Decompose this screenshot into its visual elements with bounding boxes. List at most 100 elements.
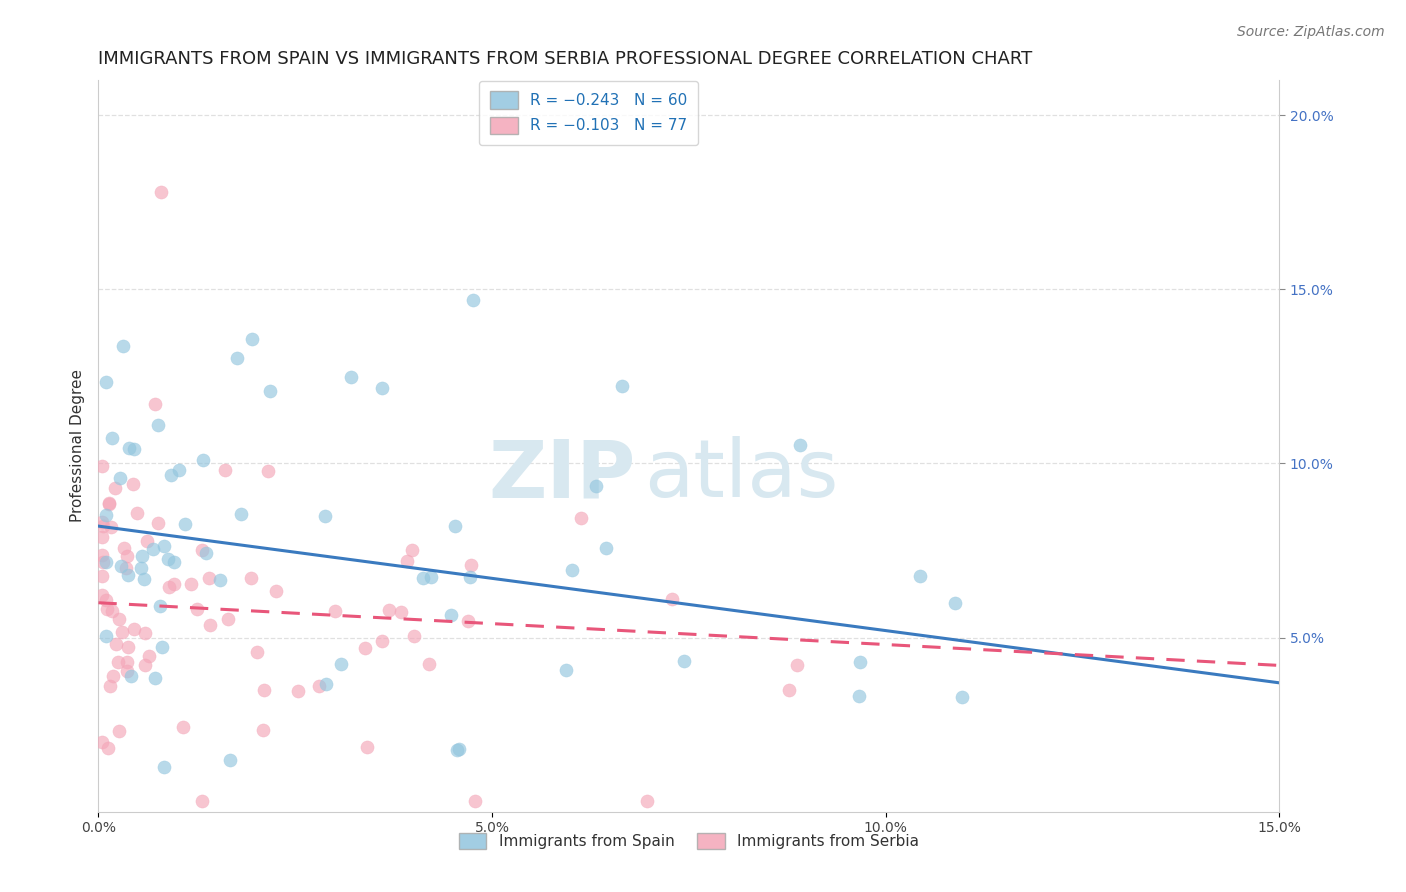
Point [412, 571, 434, 585]
Point [252, 723, 274, 737]
Point [91, 519, 114, 533]
Point [91, 555, 114, 569]
Point [186, 602, 208, 616]
Point [149, 599, 172, 614]
Point [180, 577, 202, 591]
Point [256, 464, 278, 478]
Point [101, 431, 124, 445]
Point [98, 496, 121, 510]
Legend: Immigrants from Spain, Immigrants from Serbia: Immigrants from Spain, Immigrants from S… [453, 826, 925, 855]
Point [555, 664, 578, 678]
Point [266, 584, 288, 599]
Point [218, 753, 240, 767]
Point [356, 740, 378, 755]
Text: IMMIGRANTS FROM SPAIN VS IMMIGRANTS FROM SERBIA PROFESSIONAL DEGREE CORRELATION : IMMIGRANTS FROM SPAIN VS IMMIGRANTS FROM… [98, 50, 1032, 68]
Point [160, 467, 183, 482]
Point [108, 612, 131, 626]
Point [138, 649, 160, 664]
Point [910, 569, 932, 583]
Point [111, 625, 134, 640]
Point [110, 558, 132, 573]
Point [91, 530, 114, 544]
Point [91, 589, 114, 603]
Point [259, 384, 281, 398]
Point [91, 568, 114, 582]
Point [200, 618, 222, 632]
Point [198, 571, 221, 585]
Point [120, 669, 142, 683]
Point [253, 682, 276, 697]
Point [191, 542, 214, 557]
Point [561, 563, 583, 577]
Point [460, 558, 482, 572]
Point [108, 724, 131, 739]
Point [214, 462, 236, 476]
Point [134, 626, 156, 640]
Point [340, 370, 363, 384]
Point [231, 508, 253, 522]
Point [389, 605, 412, 619]
Point [353, 640, 375, 655]
Point [370, 381, 392, 395]
Point [157, 552, 180, 566]
Point [150, 185, 173, 199]
Point [194, 545, 217, 559]
Point [217, 611, 239, 625]
Point [97, 497, 120, 511]
Point [447, 742, 470, 756]
Point [108, 471, 131, 485]
Point [240, 332, 263, 346]
Point [457, 614, 479, 628]
Point [153, 760, 176, 774]
Point [174, 517, 197, 532]
Point [208, 573, 231, 587]
Point [943, 596, 966, 610]
Point [115, 656, 138, 670]
Point [107, 655, 129, 669]
Point [122, 622, 145, 636]
Point [396, 553, 419, 567]
Point [153, 540, 176, 554]
Point [96, 555, 118, 569]
Point [191, 794, 214, 808]
Point [779, 683, 801, 698]
Point [146, 417, 169, 432]
Point [104, 481, 127, 495]
Point [94, 593, 117, 607]
Point [143, 397, 166, 411]
Point [401, 542, 423, 557]
Point [191, 453, 214, 467]
Point [131, 549, 153, 563]
Point [122, 442, 145, 457]
Point [115, 561, 138, 575]
Point [96, 602, 118, 616]
Point [245, 645, 267, 659]
Point [91, 735, 114, 749]
Point [789, 438, 811, 452]
Point [378, 603, 401, 617]
Point [440, 607, 463, 622]
Point [287, 684, 309, 698]
Point [96, 629, 118, 643]
Point [96, 375, 118, 389]
Point [418, 657, 440, 672]
Point [134, 658, 156, 673]
Point [142, 542, 165, 557]
Point [849, 655, 872, 669]
Point [104, 637, 127, 651]
Point [610, 379, 633, 393]
Point [444, 518, 467, 533]
Point [131, 561, 153, 575]
Point [112, 541, 135, 556]
Point [135, 534, 157, 549]
Point [146, 516, 169, 530]
Point [132, 572, 155, 586]
Point [118, 441, 141, 455]
Text: ZIP: ZIP [488, 436, 636, 515]
Point [162, 555, 184, 569]
Point [121, 476, 143, 491]
Point [308, 679, 330, 693]
Point [673, 654, 696, 668]
Point [225, 351, 247, 365]
Point [786, 658, 808, 673]
